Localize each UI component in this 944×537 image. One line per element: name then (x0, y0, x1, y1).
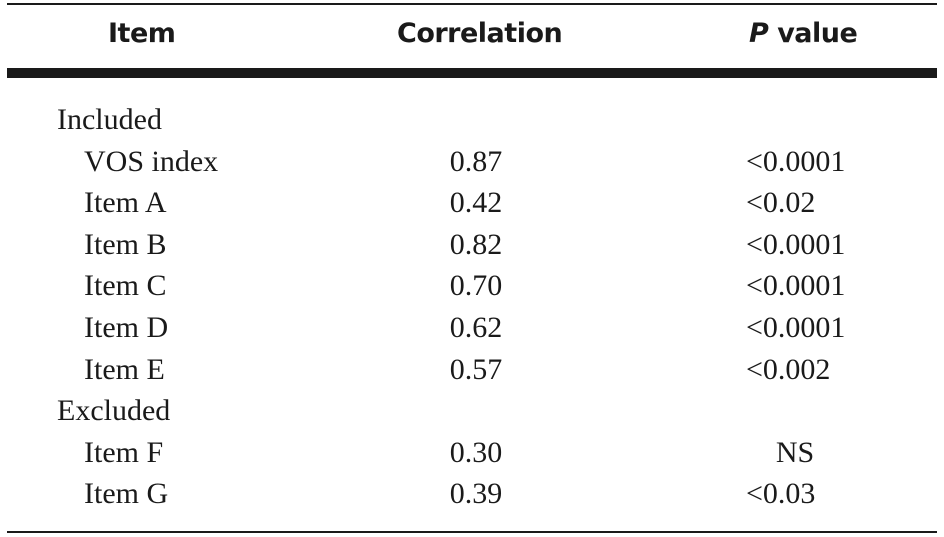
p-value: <0.02 (746, 186, 816, 220)
group-label: Included (57, 103, 162, 136)
correlation-value: 0.82 (449, 227, 503, 261)
p-value-cell: <0.03 (746, 473, 815, 515)
p-value-cell: <0.0001 (746, 307, 845, 349)
correlation-value: 0.30 (449, 435, 503, 469)
bottom-rule (7, 531, 937, 533)
table-row: Item A 0.42 <0.02 (7, 182, 937, 224)
p-value: <0.0001 (746, 310, 846, 344)
table-body: Included VOS index 0.87 <0.0001 Item A 0.42 <0… (7, 99, 937, 515)
header-p-italic: P (749, 18, 769, 49)
item-label: Item E (84, 352, 165, 386)
correlation-value: 0.70 (449, 269, 503, 303)
item-label: Item B (84, 227, 167, 261)
item-label: Item A (84, 186, 167, 220)
p-value: <0.002 (746, 352, 831, 386)
header-p-rest: value (768, 18, 858, 49)
item-label: Item C (84, 269, 167, 303)
p-value-cell: <0.002 (746, 349, 830, 391)
table-row: Item B 0.82 <0.0001 (7, 224, 937, 266)
table-row: Item G 0.39 <0.03 (7, 473, 937, 515)
table-row: Item F 0.30 NS (7, 432, 937, 474)
table-row: VOS index 0.87 <0.0001 (7, 141, 937, 183)
table-row: Item E 0.57 <0.002 (7, 349, 937, 391)
correlation-value: 0.39 (449, 477, 503, 511)
p-value: NS (775, 435, 815, 469)
correlation-value: 0.87 (449, 144, 503, 178)
item-label: Item D (84, 310, 169, 344)
item-label: Item G (84, 477, 169, 511)
p-value: <0.0001 (746, 269, 846, 303)
correlation-value: 0.42 (449, 186, 503, 220)
item-label: Item F (84, 435, 164, 469)
header-item: Item (108, 18, 176, 49)
header-p-value: P value (749, 16, 858, 52)
p-value: <0.03 (746, 477, 816, 511)
p-value-cell: <0.0001 (746, 141, 845, 183)
p-value-cell: <0.02 (746, 182, 815, 224)
item-label: VOS index (84, 144, 219, 178)
top-rule (7, 3, 937, 5)
group-row: Included (7, 99, 937, 141)
header-correlation: Correlation (397, 18, 563, 49)
correlation-value: 0.62 (449, 310, 503, 344)
p-value-cell: <0.0001 (746, 224, 845, 266)
p-value: <0.0001 (746, 144, 846, 178)
table-row: Item C 0.70 <0.0001 (7, 265, 937, 307)
group-label: Excluded (57, 394, 171, 428)
group-row: Excluded (7, 390, 937, 432)
p-value-cell: <0.0001 (746, 265, 845, 307)
header-rule (7, 68, 937, 78)
p-value: <0.0001 (746, 227, 846, 261)
correlation-table: Item Correlation P value Included VOS ind… (7, 0, 937, 537)
table-row: Item D 0.62 <0.0001 (7, 307, 937, 349)
correlation-value: 0.57 (449, 352, 503, 386)
